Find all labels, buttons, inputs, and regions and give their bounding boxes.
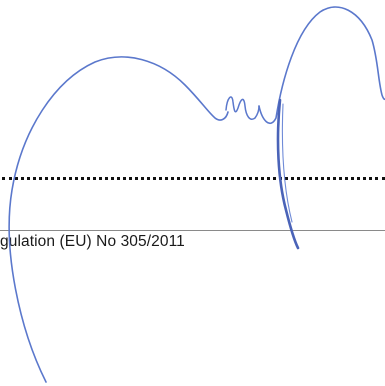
signature-stroke-left-loop	[8, 56, 229, 383]
signature-stroke-squiggle	[225, 96, 260, 120]
signature-stroke-right-loop	[258, 6, 385, 124]
footer-regulation-text: gulation (EU) No 305/2011	[0, 233, 185, 250]
signature-stroke-descender	[276, 98, 300, 250]
footer-rule	[0, 230, 385, 231]
signature-dotted-line	[2, 177, 385, 180]
signature-stroke-descender-thin	[281, 103, 293, 223]
